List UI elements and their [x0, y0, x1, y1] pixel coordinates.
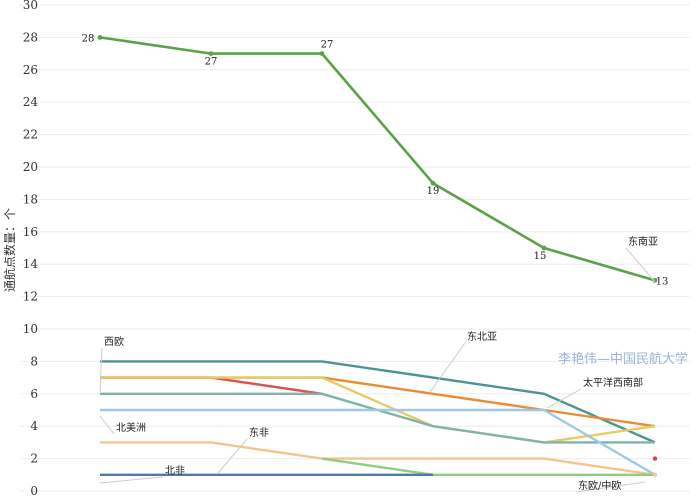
series-line — [100, 441, 656, 476]
series-10 — [652, 472, 658, 477]
y-tick-label: 10 — [23, 322, 38, 336]
data-label: 27 — [321, 40, 334, 51]
label-leader-line — [99, 415, 115, 435]
series-1 — [100, 360, 656, 444]
series-line — [99, 36, 656, 282]
series-3 — [100, 376, 323, 395]
series-0 — [97, 35, 658, 283]
series-line — [321, 457, 655, 476]
data-label: 15 — [534, 251, 547, 262]
y-tick-label: 4 — [30, 419, 38, 433]
label-leader-line — [546, 388, 582, 409]
y-tick-label: 6 — [30, 387, 38, 401]
series-lines — [97, 35, 658, 477]
grid-lines — [20, 4, 690, 492]
y-tick-label: 30 — [23, 0, 38, 12]
data-label: 13 — [656, 276, 669, 287]
label-leader-line — [575, 481, 646, 493]
y-tick-label: 22 — [23, 128, 38, 142]
label-leader-line — [217, 438, 248, 474]
data-point — [541, 245, 547, 251]
series-line — [100, 376, 323, 395]
data-point — [652, 278, 658, 283]
series-line — [100, 376, 656, 444]
series-8 — [321, 457, 655, 476]
series-name-label: 东欧/中欧 — [578, 479, 621, 492]
series-name-label: 东非 — [249, 426, 269, 439]
data-point — [652, 472, 658, 477]
series-name-label: 太平洋西南部 — [583, 376, 643, 389]
label-leaders — [99, 247, 656, 493]
y-tick-label: 24 — [23, 95, 39, 109]
y-tick-label: 26 — [23, 63, 38, 77]
series-line — [100, 360, 656, 444]
watermark-text: 李艳伟—中国民航大学 — [558, 351, 688, 367]
label-leader-line — [99, 347, 103, 393]
data-label: 19 — [427, 186, 440, 197]
data-point — [208, 51, 214, 56]
data-point — [430, 180, 436, 186]
series-name-label: 东南亚 — [628, 235, 658, 248]
data-point — [97, 35, 103, 40]
data-point — [652, 456, 658, 461]
series-name-label: 西欧 — [104, 336, 124, 348]
series-name-label: 北非 — [165, 465, 185, 477]
y-tick-label: 28 — [23, 30, 38, 44]
y-tick-label: 2 — [30, 452, 38, 466]
data-point — [319, 51, 325, 56]
y-tick-label: 0 — [30, 484, 38, 498]
y-tick-label: 20 — [23, 160, 38, 174]
data-label: 27 — [205, 57, 218, 68]
series-name-label: 北美洲 — [116, 421, 146, 434]
series-line — [100, 408, 656, 476]
y-axis-label: 通航点数量：个 — [2, 208, 17, 292]
y-tick-label: 8 — [30, 354, 38, 368]
y-tick-label: 14 — [23, 257, 39, 271]
series-7 — [100, 441, 656, 476]
y-tick-label: 16 — [23, 225, 38, 239]
y-tick-label: 12 — [23, 290, 38, 304]
label-leader-line — [429, 342, 466, 393]
series-4 — [100, 376, 656, 444]
y-tick-label: 18 — [23, 192, 38, 206]
label-leader-line — [99, 476, 164, 484]
data-label: 28 — [82, 33, 95, 44]
series-name-label: 东北亚 — [467, 330, 497, 343]
label-leader-line — [625, 247, 656, 283]
series-6 — [100, 408, 656, 476]
series-11 — [652, 456, 658, 461]
